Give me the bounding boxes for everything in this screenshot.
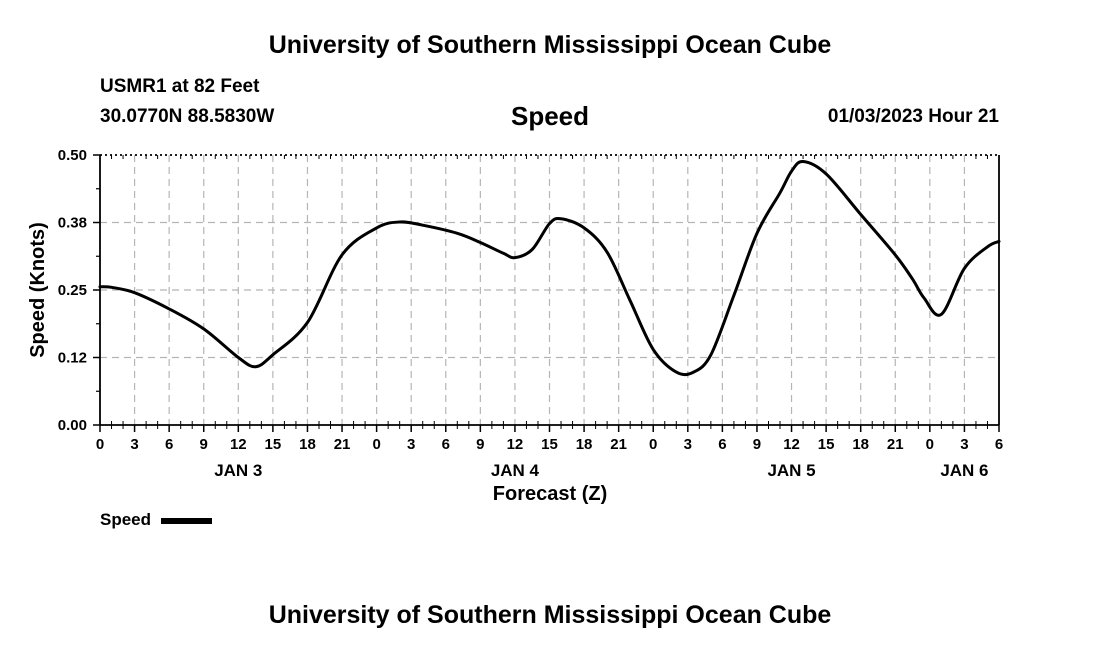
x-day-label: JAN 5 [767, 461, 815, 480]
x-tick-label: 9 [200, 436, 208, 453]
legend: Speed [100, 510, 212, 529]
series-line-speed [98, 159, 1001, 377]
x-tick-label: 18 [852, 436, 869, 453]
page-title: University of Southern Mississippi Ocean… [268, 31, 832, 59]
x-tick-label: 0 [649, 436, 657, 453]
x-tick-label: 12 [507, 436, 524, 453]
x-day-label: JAN 6 [940, 461, 988, 480]
x-tick-label: 0 [926, 436, 934, 453]
y-axis: 0.00 0.12 0.25 0.38 0.50 [58, 147, 100, 434]
x-day-label: JAN 4 [491, 461, 540, 480]
x-tick-label: 21 [887, 436, 904, 453]
x-axis: 0 3 6 9 12 15 18 21 0 3 6 9 12 15 18 21 0 3 6 9 12 15 18 21 0 3 6J… [96, 155, 1003, 480]
y-axis-title: Speed (Knots) [27, 222, 49, 358]
chart-title: Speed [510, 101, 590, 131]
x-axis-title: Forecast (Z) [493, 483, 607, 505]
y-tick-label: 0.00 [58, 417, 87, 434]
legend-label: Speed [100, 510, 151, 529]
x-day-label: JAN 3 [214, 461, 262, 480]
x-tick-label: 3 [960, 436, 968, 453]
x-tick-label: 15 [265, 436, 282, 453]
x-tick-label: 3 [407, 436, 415, 453]
x-tick-label: 9 [476, 436, 484, 453]
x-tick-label: 3 [684, 436, 692, 453]
x-tick-label: 6 [165, 436, 173, 453]
y-tick-label: 0.38 [58, 215, 87, 232]
grid-lines [100, 155, 999, 425]
x-tick-label: 0 [96, 436, 104, 453]
x-tick-label: 6 [442, 436, 450, 453]
x-tick-label: 9 [753, 436, 761, 453]
x-tick-label: 3 [130, 436, 138, 453]
x-tick-label: 12 [783, 436, 800, 453]
x-tick-label: 0 [372, 436, 380, 453]
forecast-timestamp: 01/03/2023 Hour 21 [827, 106, 999, 127]
footer-title: University of Southern Mississippi Ocean… [268, 601, 832, 629]
series-layer [98, 159, 1001, 377]
x-tick-label: 15 [541, 436, 558, 453]
x-tick-label: 6 [718, 436, 726, 453]
y-tick-label: 0.50 [58, 147, 87, 164]
x-tick-label: 15 [818, 436, 835, 453]
station-coordinates: 30.0770N 88.5830W [100, 106, 275, 127]
x-tick-label: 12 [230, 436, 247, 453]
y-tick-label: 0.25 [58, 282, 87, 299]
station-label: USMR1 at 82 Feet [100, 76, 260, 97]
x-tick-label: 6 [995, 436, 1003, 453]
y-tick-label: 0.12 [58, 350, 87, 367]
x-tick-label: 21 [610, 436, 627, 453]
x-tick-label: 18 [576, 436, 593, 453]
x-tick-label: 18 [299, 436, 316, 453]
x-tick-label: 21 [334, 436, 351, 453]
